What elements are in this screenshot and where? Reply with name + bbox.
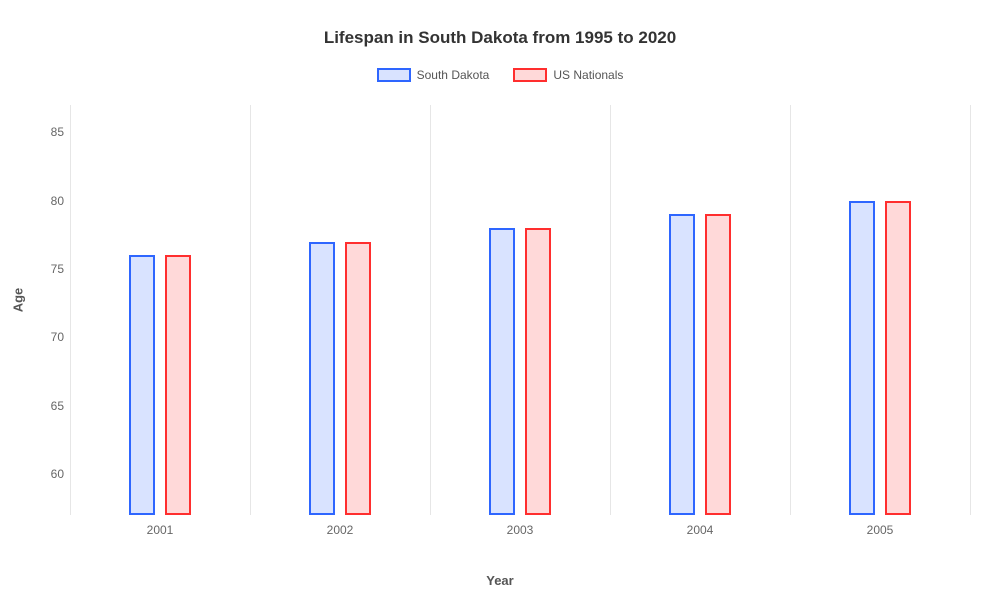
- x-tick-label: 2003: [507, 523, 534, 537]
- gridline-vertical: [430, 105, 431, 515]
- legend-swatch-us-nationals: [513, 68, 547, 82]
- bar-us-nationals: [165, 255, 191, 515]
- bar-us-nationals: [705, 214, 731, 515]
- y-tick-label: 60: [36, 467, 64, 481]
- y-tick-label: 75: [36, 262, 64, 276]
- bar-us-nationals: [345, 242, 371, 515]
- gridline-vertical: [970, 105, 971, 515]
- y-tick-label: 85: [36, 125, 64, 139]
- y-tick-label: 65: [36, 399, 64, 413]
- x-tick-label: 2005: [867, 523, 894, 537]
- gridline-vertical: [610, 105, 611, 515]
- gridline-vertical: [250, 105, 251, 515]
- x-axis-label: Year: [0, 573, 1000, 588]
- legend-label-us-nationals: US Nationals: [553, 68, 623, 82]
- plot-inner: 60657075808520012002200320042005: [70, 105, 970, 515]
- plot-area: 60657075808520012002200320042005: [70, 105, 970, 515]
- x-tick-label: 2002: [327, 523, 354, 537]
- legend-swatch-south-dakota: [377, 68, 411, 82]
- bar-us-nationals: [525, 228, 551, 515]
- x-tick-label: 2001: [147, 523, 174, 537]
- legend-label-south-dakota: South Dakota: [417, 68, 490, 82]
- bar-south-dakota: [309, 242, 335, 515]
- y-tick-label: 80: [36, 194, 64, 208]
- chart-title: Lifespan in South Dakota from 1995 to 20…: [0, 0, 1000, 48]
- gridline-vertical: [790, 105, 791, 515]
- bar-south-dakota: [129, 255, 155, 515]
- y-tick-label: 70: [36, 330, 64, 344]
- bar-south-dakota: [669, 214, 695, 515]
- x-tick-label: 2004: [687, 523, 714, 537]
- bar-south-dakota: [849, 201, 875, 515]
- bar-us-nationals: [885, 201, 911, 515]
- legend-item-south-dakota: South Dakota: [377, 68, 490, 82]
- y-axis-label: Age: [11, 288, 26, 313]
- gridline-vertical: [70, 105, 71, 515]
- chart-container: Lifespan in South Dakota from 1995 to 20…: [0, 0, 1000, 600]
- chart-legend: South Dakota US Nationals: [0, 68, 1000, 82]
- bar-south-dakota: [489, 228, 515, 515]
- legend-item-us-nationals: US Nationals: [513, 68, 623, 82]
